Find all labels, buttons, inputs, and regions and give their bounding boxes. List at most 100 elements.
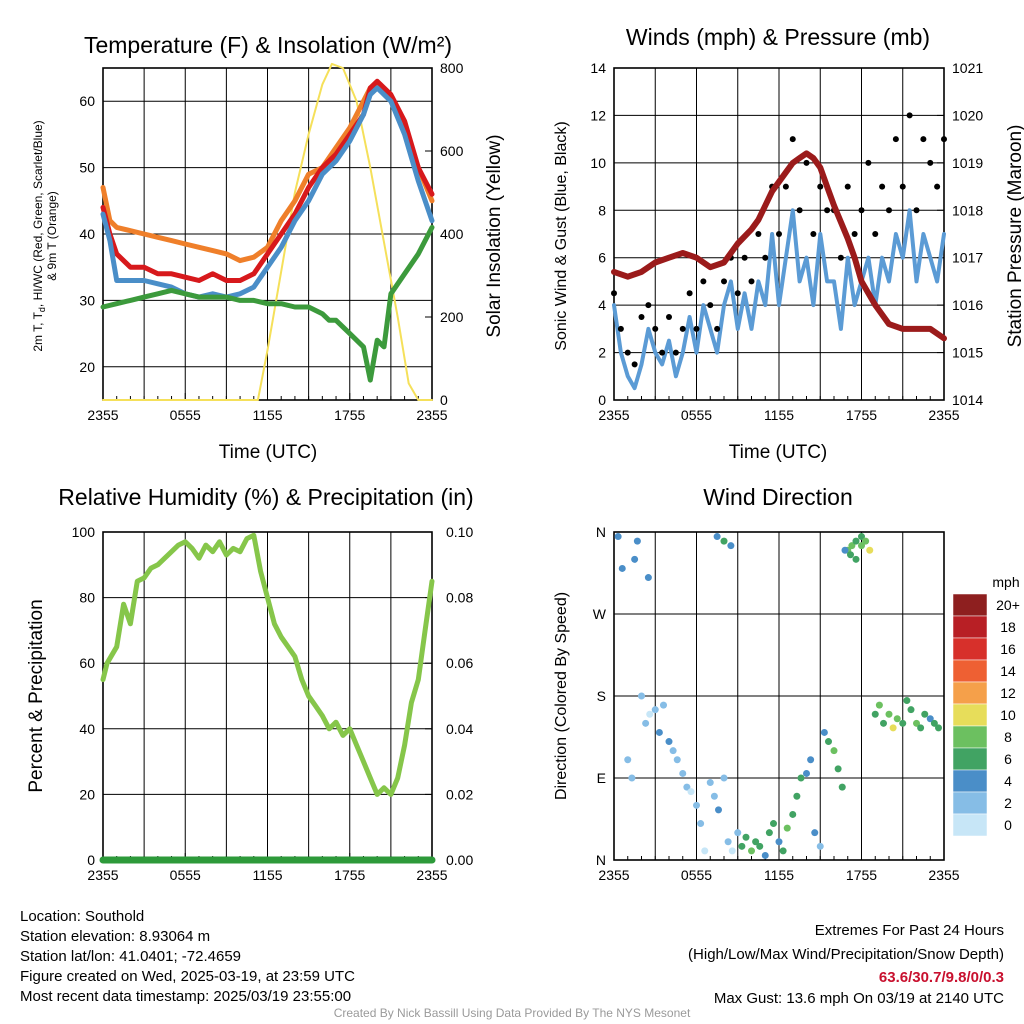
wind-direction-point — [858, 533, 865, 541]
humidity-y-tick-label: 80 — [79, 590, 95, 606]
wind-direction-point — [651, 706, 659, 714]
temperature-x-tick-label: 1155 — [252, 407, 282, 423]
wind-direction-point — [673, 756, 681, 764]
speed-legend-label: 8 — [1004, 729, 1012, 745]
wind-direction-y-tick-label: N — [596, 852, 606, 868]
wind-direction-point — [679, 769, 687, 777]
wind-direction-point — [807, 756, 815, 764]
wind-direction-y-tick-label: N — [596, 524, 606, 540]
wind-direction-point — [642, 719, 650, 727]
gust-point — [652, 325, 659, 332]
winds-y-tick-label: 12 — [590, 107, 606, 123]
speed-legend-label: 16 — [1000, 641, 1016, 657]
precip-y2-tick-label: 0.06 — [446, 655, 473, 671]
wind-direction-point — [917, 724, 925, 732]
pressure-y2-tick-label: 1015 — [952, 345, 983, 361]
gust-point — [810, 231, 817, 237]
wind-direction-point — [797, 774, 805, 782]
temperature-y-label-line2: & 9m T (Orange) — [45, 191, 59, 281]
gust-point — [920, 136, 927, 143]
gust-point — [638, 314, 645, 320]
speed-legend-swatch — [952, 769, 988, 793]
wind-direction-point — [628, 774, 636, 782]
wind-direction-point — [852, 555, 860, 563]
wind-direction-point — [811, 829, 819, 837]
wind-direction-point — [742, 833, 750, 841]
winds-x-tick-label: 2355 — [928, 407, 959, 423]
winds-y-label: Sonic Wind & Gust (Blue, Black) — [553, 121, 570, 350]
precip-y2-tick-label: 0.04 — [446, 721, 473, 737]
wind-direction-point — [655, 728, 663, 736]
speed-legend-title: mph — [992, 574, 1019, 590]
solar-y2-tick-label: 800 — [440, 60, 464, 76]
gust-point — [899, 183, 906, 190]
wind-direction-point — [913, 719, 920, 727]
speed-legend-swatch — [952, 681, 988, 705]
wind-direction-point — [687, 788, 695, 796]
wind-direction-point — [738, 842, 746, 850]
wind-direction-point — [720, 774, 728, 782]
gust-point — [782, 183, 789, 190]
gust-point — [741, 254, 748, 261]
wind-direction-point — [713, 533, 721, 541]
wind-direction-point — [783, 824, 791, 832]
solar-y2-label: Solar Insolation (Yellow) — [484, 134, 505, 337]
gust-point — [755, 231, 762, 237]
wind-direction-point — [847, 551, 854, 559]
temperature-x-label: Time (UTC) — [219, 442, 318, 463]
wind-direction-point — [903, 697, 911, 705]
temperature-y-tick-label: 50 — [79, 160, 95, 176]
wind-direction-point — [665, 738, 673, 746]
extremes-subtitle: (High/Low/Max Wind/Precipitation/Snow De… — [688, 946, 1004, 963]
max-gust: Max Gust: 13.6 mph On 03/19 at 2140 UTC — [714, 990, 1004, 1007]
wind-direction-point — [899, 719, 907, 727]
wind-direction-point — [715, 806, 722, 814]
humidity-y-tick-label: 20 — [79, 786, 95, 802]
relative-humidity-line — [100, 532, 435, 797]
wind-direction-y-tick-label: E — [597, 770, 606, 786]
wind-direction-x-tick-label: 1755 — [846, 867, 877, 883]
wind-direction-point — [646, 710, 654, 718]
wind-direction-point — [893, 715, 901, 723]
wind-direction-point — [748, 847, 755, 855]
pressure-y2-tick-label: 1021 — [952, 60, 983, 76]
humidity-y-tick-label: 60 — [79, 655, 95, 671]
gust-point — [927, 159, 934, 166]
wind-direction-point — [631, 555, 639, 563]
speed-legend-label: 12 — [1000, 685, 1016, 701]
gust-point — [776, 231, 782, 237]
sonic-wind-line — [612, 208, 946, 391]
temperature-x-tick-label: 2355 — [87, 407, 118, 423]
wind-direction-point — [638, 692, 645, 700]
speed-legend-swatch — [952, 791, 988, 815]
temperature-series-4 — [100, 224, 435, 383]
gust-point — [844, 183, 851, 190]
wind-direction-y-tick-label: S — [597, 688, 606, 704]
winds-y-tick-label: 10 — [590, 155, 606, 171]
wind-direction-point — [752, 838, 760, 846]
wind-direction-point — [683, 783, 691, 791]
speed-legend-label: 20+ — [996, 597, 1020, 613]
speed-legend-swatch — [952, 703, 988, 727]
solar-y2-tick-label: 200 — [440, 309, 464, 325]
temperature-series-2 — [100, 78, 435, 283]
wind-direction-x-tick-label: 0555 — [681, 867, 712, 883]
gust-point — [721, 278, 727, 285]
gust-point — [617, 325, 624, 332]
recent-data-text: Most recent data timestamp: 2025/03/19 2… — [20, 988, 352, 1005]
temperature-x-tick-label: 0555 — [170, 407, 201, 423]
gust-point — [672, 349, 679, 356]
temperature-x-tick-label: 1755 — [334, 407, 365, 423]
speed-legend-label: 2 — [1004, 795, 1012, 811]
wind-direction-point — [875, 701, 883, 709]
gust-point — [762, 254, 769, 261]
wind-direction-point — [728, 847, 736, 855]
humidity-x-tick-label: 2355 — [416, 867, 447, 883]
gust-point — [824, 207, 831, 214]
gust-point — [934, 183, 941, 190]
speed-legend-label: 18 — [1000, 619, 1016, 635]
temperature-series-3 — [100, 85, 435, 300]
pressure-y2-tick-label: 1020 — [952, 107, 983, 123]
wind-direction-point — [734, 829, 742, 837]
temperature-y-tick-label: 20 — [79, 359, 95, 375]
